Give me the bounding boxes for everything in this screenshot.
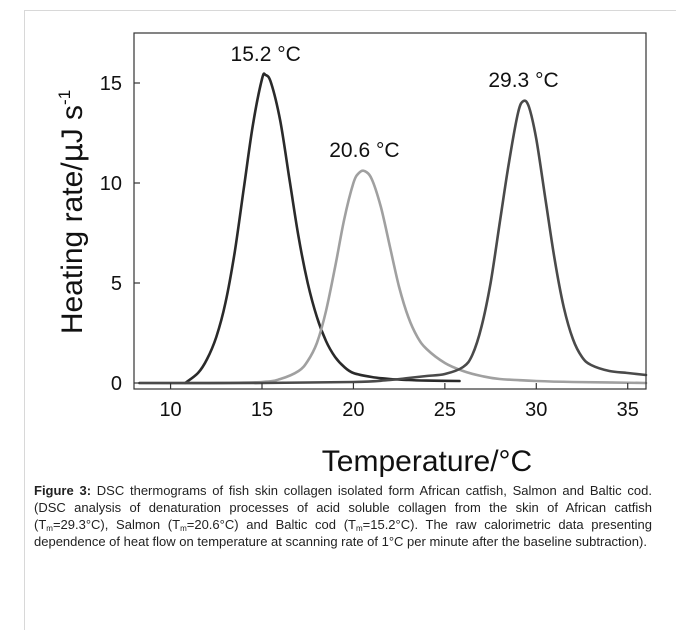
figure-label: Figure 3: [34,483,92,498]
peak-label-3: 29.3 °C [488,69,558,92]
series-layer [138,72,648,385]
x-tick-label: 10 [159,399,181,421]
x-tick-label: 30 [525,399,547,421]
y-tick-label: 5 [111,273,122,295]
x-tick-label: 20 [342,399,364,421]
y-tick-label: 15 [100,73,122,95]
y-tick-label: 10 [100,173,122,195]
y-tick-label: 0 [111,373,122,395]
x-ticks: 10 15 20 25 30 35 [159,383,639,421]
y-axis-label: Heating rate/µJ s-1 [55,90,90,334]
figure-caption: Figure 3: DSC thermograms of fish skin c… [34,483,653,549]
peak-label-1: 15.2 °C [231,43,301,66]
series-line-1 [183,72,461,385]
series-line-3 [138,99,648,385]
peak-label-2: 20.6 °C [329,139,399,162]
x-axis-label: Temperature/°C [322,445,532,478]
x-tick-label: 15 [251,399,273,421]
series-line-2 [138,169,648,385]
plot-frame [133,32,647,390]
ylabel-mu: µ [55,143,90,162]
y-ticks: 0 5 10 15 [100,73,140,395]
x-tick-label: 35 [617,399,639,421]
caption-intro: DSC thermograms of fish skin collagen is… [34,483,652,532]
figure-frame [24,10,676,630]
dsc-thermogram-chart: 10 15 20 25 30 35 0 5 10 15 15.2 °C 20.6 °C 29.3 °… [55,32,648,478]
ylabel-exponent: -1 [55,90,74,105]
x-tick-label: 25 [434,399,456,421]
peak-labels: 15.2 °C 20.6 °C 29.3 °C [231,43,559,162]
